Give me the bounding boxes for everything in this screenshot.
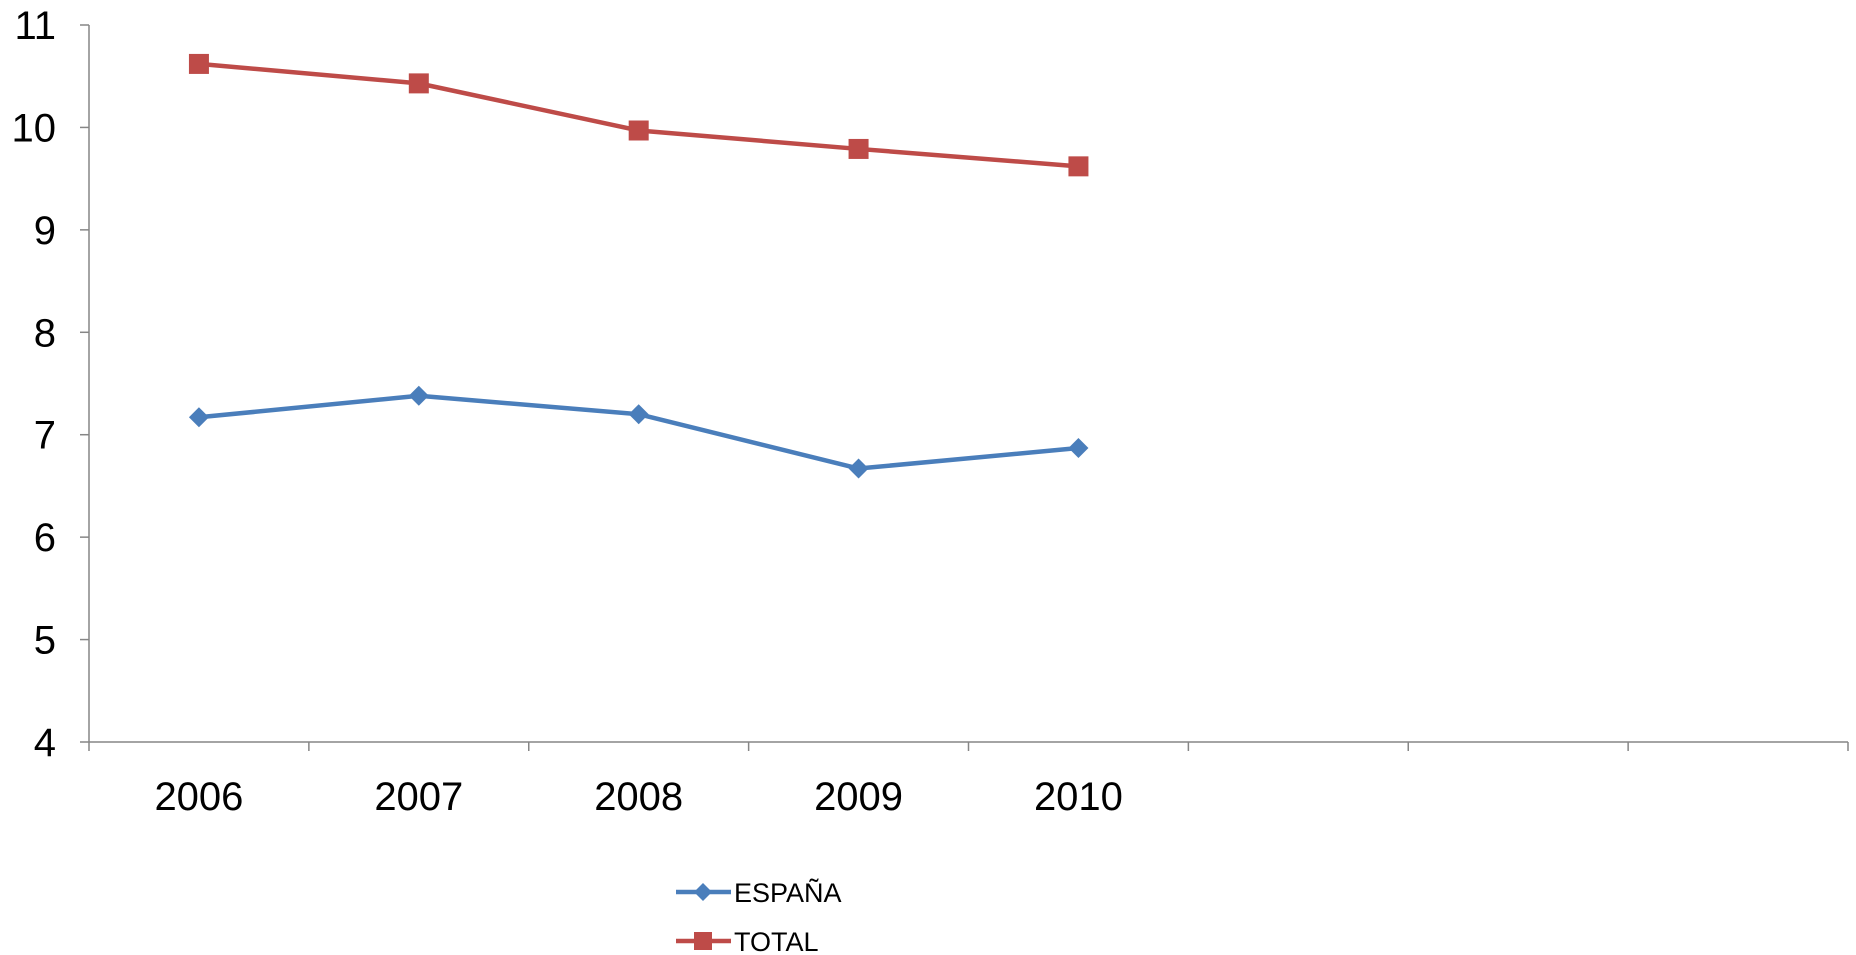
x-tick-label: 2008	[594, 775, 683, 819]
data-point	[628, 120, 649, 141]
series-0	[188, 385, 1089, 479]
legend-marker	[694, 932, 712, 950]
data-point	[188, 53, 209, 74]
y-tick-label: 10	[12, 106, 57, 150]
legend-entry: TOTAL	[676, 927, 819, 955]
legend: ESPAÑA TOTAL	[676, 877, 842, 955]
series-layer	[188, 53, 1089, 479]
data-point	[408, 73, 429, 94]
y-tick-label: 9	[34, 209, 56, 253]
y-tick-label: 6	[34, 516, 56, 560]
data-point	[1068, 156, 1089, 177]
series-1	[188, 53, 1089, 177]
data-point	[188, 407, 209, 428]
data-point	[848, 138, 869, 159]
legend-label: TOTAL	[734, 927, 819, 955]
data-point	[1068, 438, 1089, 459]
y-tick-label: 11	[14, 4, 56, 48]
axes: 4 5 6 7 8 9 10 11 2006 2007 2008 2009 2010	[12, 4, 1849, 819]
x-tick-label: 2007	[374, 775, 463, 819]
data-point	[408, 385, 429, 406]
y-tick-label: 8	[34, 311, 56, 355]
legend-marker	[694, 883, 712, 901]
data-point	[848, 458, 869, 479]
y-tick-label: 7	[34, 414, 56, 458]
x-tick-label: 2010	[1034, 775, 1123, 819]
data-point	[628, 404, 649, 425]
y-tick-label: 4	[34, 721, 56, 765]
series-line	[198, 61, 1079, 169]
legend-label: ESPAÑA	[734, 877, 842, 908]
y-tick-label: 5	[34, 619, 56, 663]
x-tick-label: 2009	[814, 775, 903, 819]
x-tick-label: 2006	[154, 775, 243, 819]
legend-entry: ESPAÑA	[676, 877, 842, 908]
